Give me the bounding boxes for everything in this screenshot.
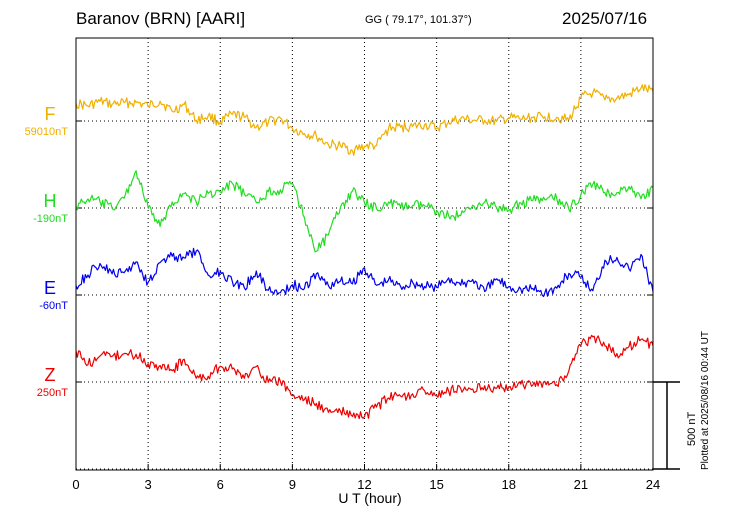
x-tick-label: 3 [145, 477, 152, 492]
x-axis-label: U T (hour) [338, 490, 402, 506]
grid-lines [147, 38, 582, 470]
component-letter-e: E [43, 278, 56, 298]
coordinates-label: GG ( 79.17°, 101.37°) [365, 14, 472, 26]
scale-label: 500 nT [686, 411, 698, 446]
component-letter-z: Z [44, 365, 56, 385]
series-line-f [75, 84, 654, 156]
x-tick-label: 12 [357, 477, 371, 492]
component-baseline-h: -190nT [33, 213, 68, 225]
x-tick-label: 15 [429, 477, 443, 492]
x-tick-label: 9 [289, 477, 296, 492]
date-label: 2025/07/16 [562, 9, 648, 28]
series-line-z [75, 334, 654, 420]
x-tick-label: 6 [217, 477, 224, 492]
component-baseline-z: 250nT [36, 387, 68, 399]
component-baseline-e: -60nT [39, 300, 68, 312]
scale-bar [653, 381, 680, 470]
series-line-h [75, 170, 654, 253]
x-tick-label: 18 [502, 477, 516, 492]
series-lines [75, 84, 654, 420]
plotted-note: Plotted at 2025/08/16 00:44 UT [700, 331, 711, 470]
component-letter-h: H [43, 191, 57, 211]
component-letter-f: F [44, 104, 56, 124]
x-tick-label: 0 [72, 477, 79, 492]
component-baseline-f: 59010nT [24, 126, 68, 138]
x-tick-label: 24 [646, 477, 660, 492]
x-tick-label: 21 [574, 477, 588, 492]
station-title: Baranov (BRN) [AARI] [76, 9, 246, 28]
series-line-e [75, 247, 654, 298]
x-axis-ticks: 0 3 6 9 12 15 18 21 24 [72, 464, 660, 492]
